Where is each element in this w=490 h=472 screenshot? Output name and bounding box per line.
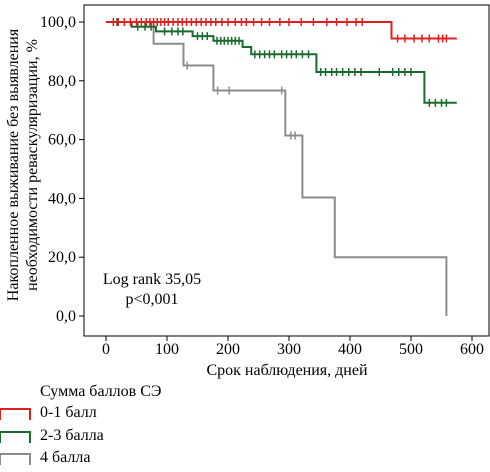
- y-tick-label: 60,0: [48, 132, 76, 149]
- plot-frame: [83, 4, 490, 337]
- series-line: [106, 21, 457, 40]
- axes: [79, 4, 490, 341]
- legend-label: 2-3 балла: [40, 427, 104, 444]
- x-tick-label: 500: [399, 341, 423, 358]
- y-tick-label: 100,0: [40, 14, 76, 31]
- y-tick-label: 80,0: [48, 73, 76, 90]
- y-axis-title-line1: Накопленное выживание без выявления: [5, 28, 22, 301]
- legend: 0-1 балл 2-3 балла 4 балла: [0, 404, 104, 466]
- legend-swatch: [0, 408, 31, 420]
- legend-entry-1: 0-1 балл: [0, 404, 97, 421]
- legend-swatch: [0, 453, 31, 465]
- legend-label: 4 балла: [40, 449, 90, 466]
- annotation-p-value: p<0,001: [125, 291, 178, 308]
- y-tick-label: 20,0: [48, 249, 76, 266]
- x-tick-label: 600: [460, 341, 484, 358]
- legend-swatch: [0, 431, 31, 443]
- x-tick-label: 200: [216, 341, 240, 358]
- y-axis-title-line2: необходимости реваскуляризации, %: [24, 39, 41, 291]
- x-tick-label: 100: [155, 341, 179, 358]
- x-tick-label: 0: [102, 341, 110, 358]
- x-axis-title: Срок наблюдения, дней: [206, 362, 368, 379]
- x-tick-label: 400: [338, 341, 362, 358]
- legend-title: Сумма баллов СЭ: [40, 383, 161, 400]
- x-tick-label: 300: [277, 341, 301, 358]
- annotation-log-rank: Log rank 35,05: [103, 271, 201, 288]
- legend-label: 0-1 балл: [40, 404, 97, 421]
- legend-entry-3: 4 балла: [0, 449, 90, 466]
- series-line: [106, 21, 448, 316]
- y-tick-label: 40,0: [48, 190, 76, 207]
- tick-labels: 0,0 20,0 40,0 60,0 80,0 100,0 0 100 200 300 400 500…: [40, 14, 484, 358]
- series-layer: [106, 18, 457, 316]
- series-1: [106, 18, 457, 43]
- legend-entry-2: 2-3 балла: [0, 427, 104, 444]
- y-tick-label: 0,0: [56, 308, 76, 325]
- series-3: [106, 18, 448, 316]
